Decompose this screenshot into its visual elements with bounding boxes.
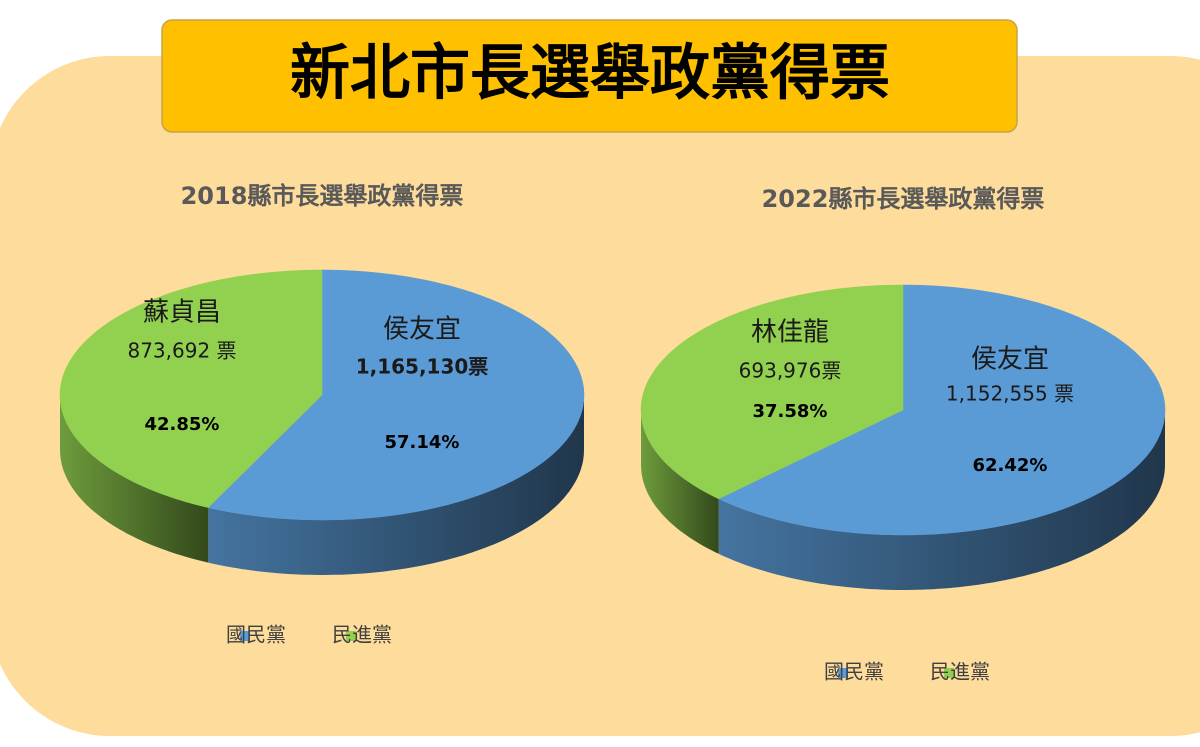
- slice: [207, 269, 585, 521]
- candidate-label: 侯友宜: [383, 315, 461, 345]
- legend-swatch: [838, 668, 848, 678]
- chart-title: 2018縣市長選舉政黨得票: [181, 182, 464, 210]
- slice-side: [60, 395, 209, 563]
- vote-label: 1,152,555 票: [946, 382, 1074, 406]
- percent-label: 57.14%: [385, 432, 460, 453]
- slice-side: [208, 395, 585, 575]
- vote-label: 873,692 票: [127, 339, 236, 363]
- legend-label: 國民黨: [824, 660, 884, 684]
- slice: [718, 284, 1166, 536]
- vote-label: 1,165,130票: [356, 355, 489, 379]
- legend-label: 民進黨: [332, 623, 392, 647]
- slice: [59, 269, 323, 508]
- slice-side: [641, 410, 719, 554]
- percent-label: 42.85%: [145, 414, 220, 435]
- candidate-label: 侯友宜: [971, 345, 1049, 375]
- legend-swatch: [944, 668, 954, 678]
- percent-label: 62.42%: [973, 455, 1048, 476]
- vote-label: 693,976票: [739, 359, 842, 383]
- chart-title: 2022縣市長選舉政黨得票: [762, 185, 1045, 213]
- percent-label: 37.58%: [753, 401, 828, 422]
- page-title: 新北市長選舉政黨得票: [290, 39, 890, 109]
- legend-swatch: [240, 631, 250, 641]
- title-box: [161, 19, 1018, 133]
- legend-label: 民進黨: [930, 660, 990, 684]
- slice-side: [718, 410, 1165, 590]
- slice: [640, 284, 904, 500]
- legend-label: 國民黨: [226, 623, 286, 647]
- candidate-label: 蘇貞昌: [143, 298, 221, 328]
- candidate-label: 林佳龍: [751, 318, 829, 348]
- legend-swatch: [346, 631, 356, 641]
